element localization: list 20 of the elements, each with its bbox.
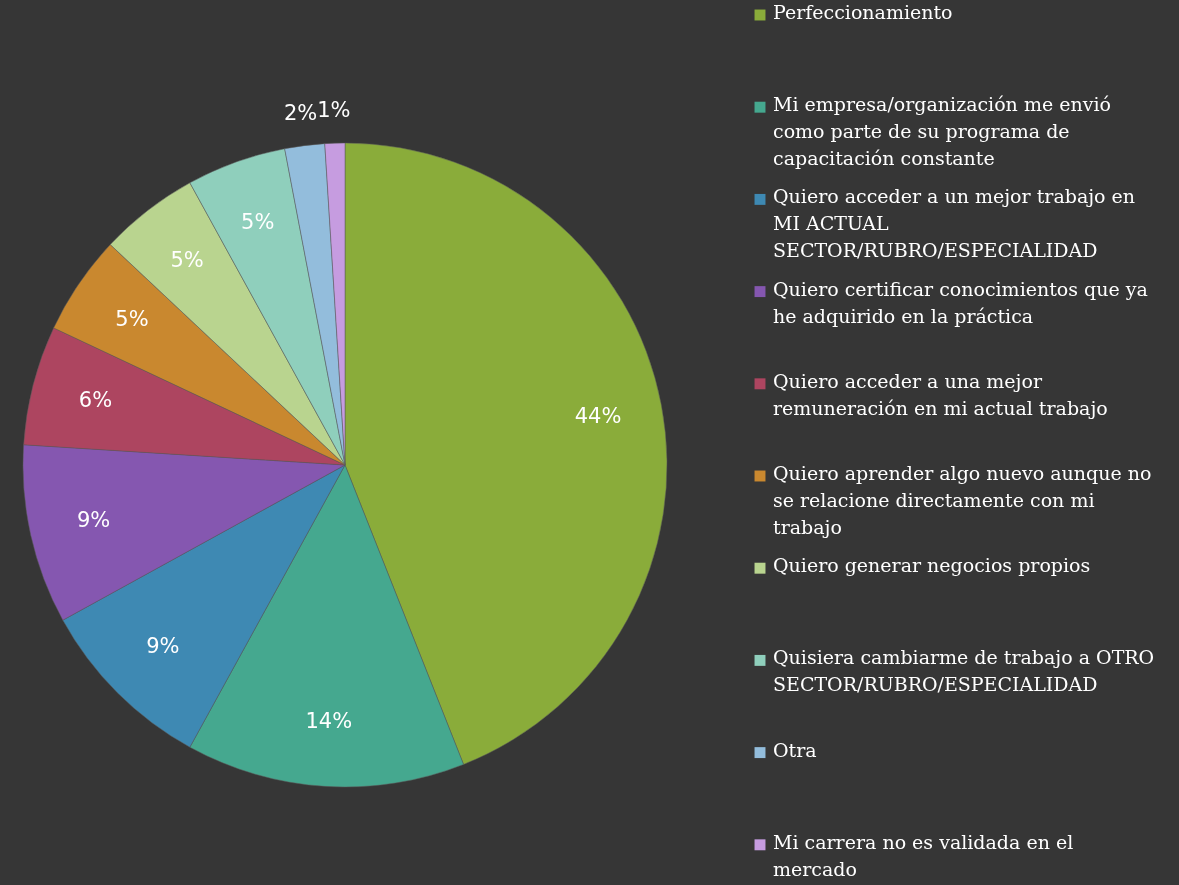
- data-label: 44%: [574, 403, 622, 428]
- data-label: 5%: [241, 209, 275, 234]
- legend-label: Perfeccionamiento: [773, 1, 953, 23]
- data-label: 14%: [305, 709, 353, 734]
- legend-label: Mi carrera no es validada en el mercado: [773, 830, 1074, 880]
- data-label: 5%: [115, 307, 149, 332]
- legend-label: Quiero aprender algo nuevo aunque no se relacione directamente con mi trabajo: [773, 462, 1152, 538]
- legend-label: Quiero acceder a una mejor remuneración en mi actual trabajo: [773, 369, 1108, 419]
- data-label: 2%: [283, 100, 318, 125]
- data-label: 5%: [170, 248, 204, 273]
- legend-label: Mi empresa/organización me envió como parte de su programa de capacitación constante: [773, 93, 1111, 170]
- legend-label: Quiero acceder a un mejor trabajo en MI ACTUAL SECTOR/RUBRO/ESPECIALIDAD: [773, 185, 1136, 262]
- legend-label: Quiero generar negocios propios: [773, 554, 1091, 577]
- data-label: 9%: [76, 508, 111, 533]
- legend-label: Quiero certificar conocimientos que ya he adquirido en la práctica: [773, 277, 1148, 327]
- data-label: 6%: [78, 387, 113, 412]
- legend-label: Otra: [773, 738, 817, 761]
- legend-label: Quisiera cambiarme de trabajo a OTRO SECTOR/RUBRO/ESPECIALIDAD: [773, 646, 1155, 696]
- data-label: 1%: [317, 97, 351, 122]
- data-label: 9%: [146, 634, 180, 659]
